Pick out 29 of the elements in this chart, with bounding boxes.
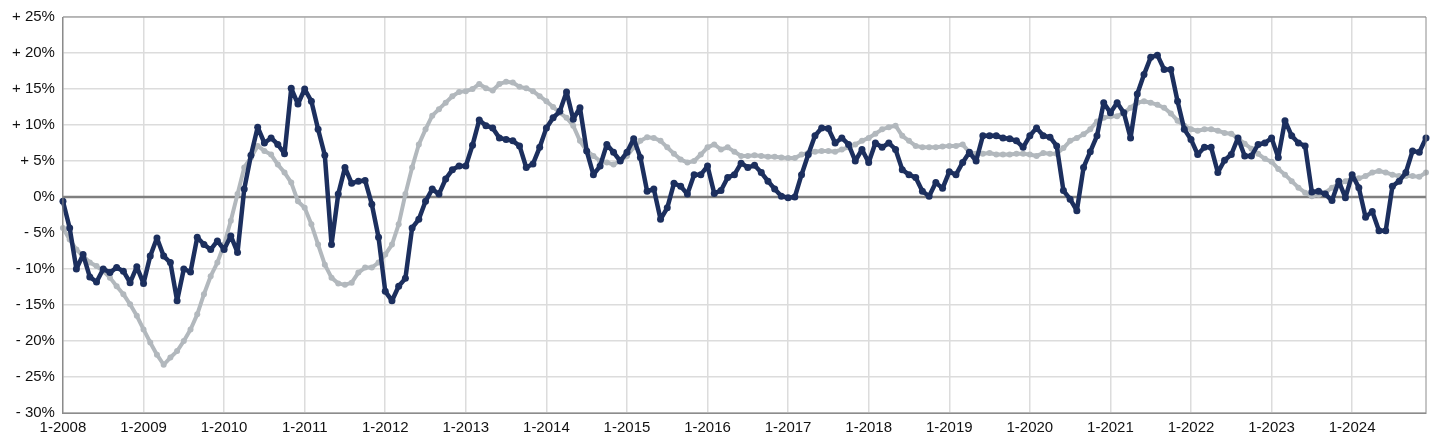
x-tick-label: 1-2013 [442, 418, 490, 436]
x-tick-label: 1-2023 [1248, 418, 1295, 436]
x-tick-label: 1-2012 [361, 418, 409, 436]
x-tick-label: 1-2015 [603, 418, 651, 436]
x-tick-label: 1-2018 [845, 418, 893, 436]
x-tick-label: 1-2020 [1006, 418, 1054, 436]
y-tick-label: - 5% [24, 223, 55, 241]
y-tick-label: - 25% [15, 367, 55, 385]
x-tick-label: 1-2017 [764, 418, 812, 436]
y-tick-label: + 20% [12, 43, 55, 61]
x-tick-label: 1-2019 [925, 418, 973, 436]
x-tick-label: 1-2010 [200, 418, 248, 436]
x-tick-label: 1-2024 [1328, 418, 1376, 436]
x-tick-label: 1-2022 [1167, 418, 1215, 436]
y-tick-label: + 5% [20, 151, 55, 169]
x-tick-label: 1-2011 [281, 418, 328, 436]
y-tick-label: + 15% [12, 79, 55, 97]
x-tick-label: 1-2009 [120, 418, 167, 436]
x-tick-label: 1-2008 [39, 418, 87, 436]
y-tick-label: - 15% [15, 295, 55, 313]
y-tick-label: + 10% [12, 115, 55, 133]
x-tick-label: 1-2021 [1087, 418, 1134, 436]
y-tick-label: 0% [33, 187, 55, 205]
y-tick-label: - 30% [15, 403, 55, 421]
x-tick-label: 1-2014 [523, 418, 570, 436]
x-tick-label: 1-2016 [684, 418, 731, 436]
y-tick-label: - 10% [15, 259, 55, 277]
y-tick-label: - 20% [15, 331, 55, 349]
y-tick-label: + 25% [12, 7, 55, 25]
